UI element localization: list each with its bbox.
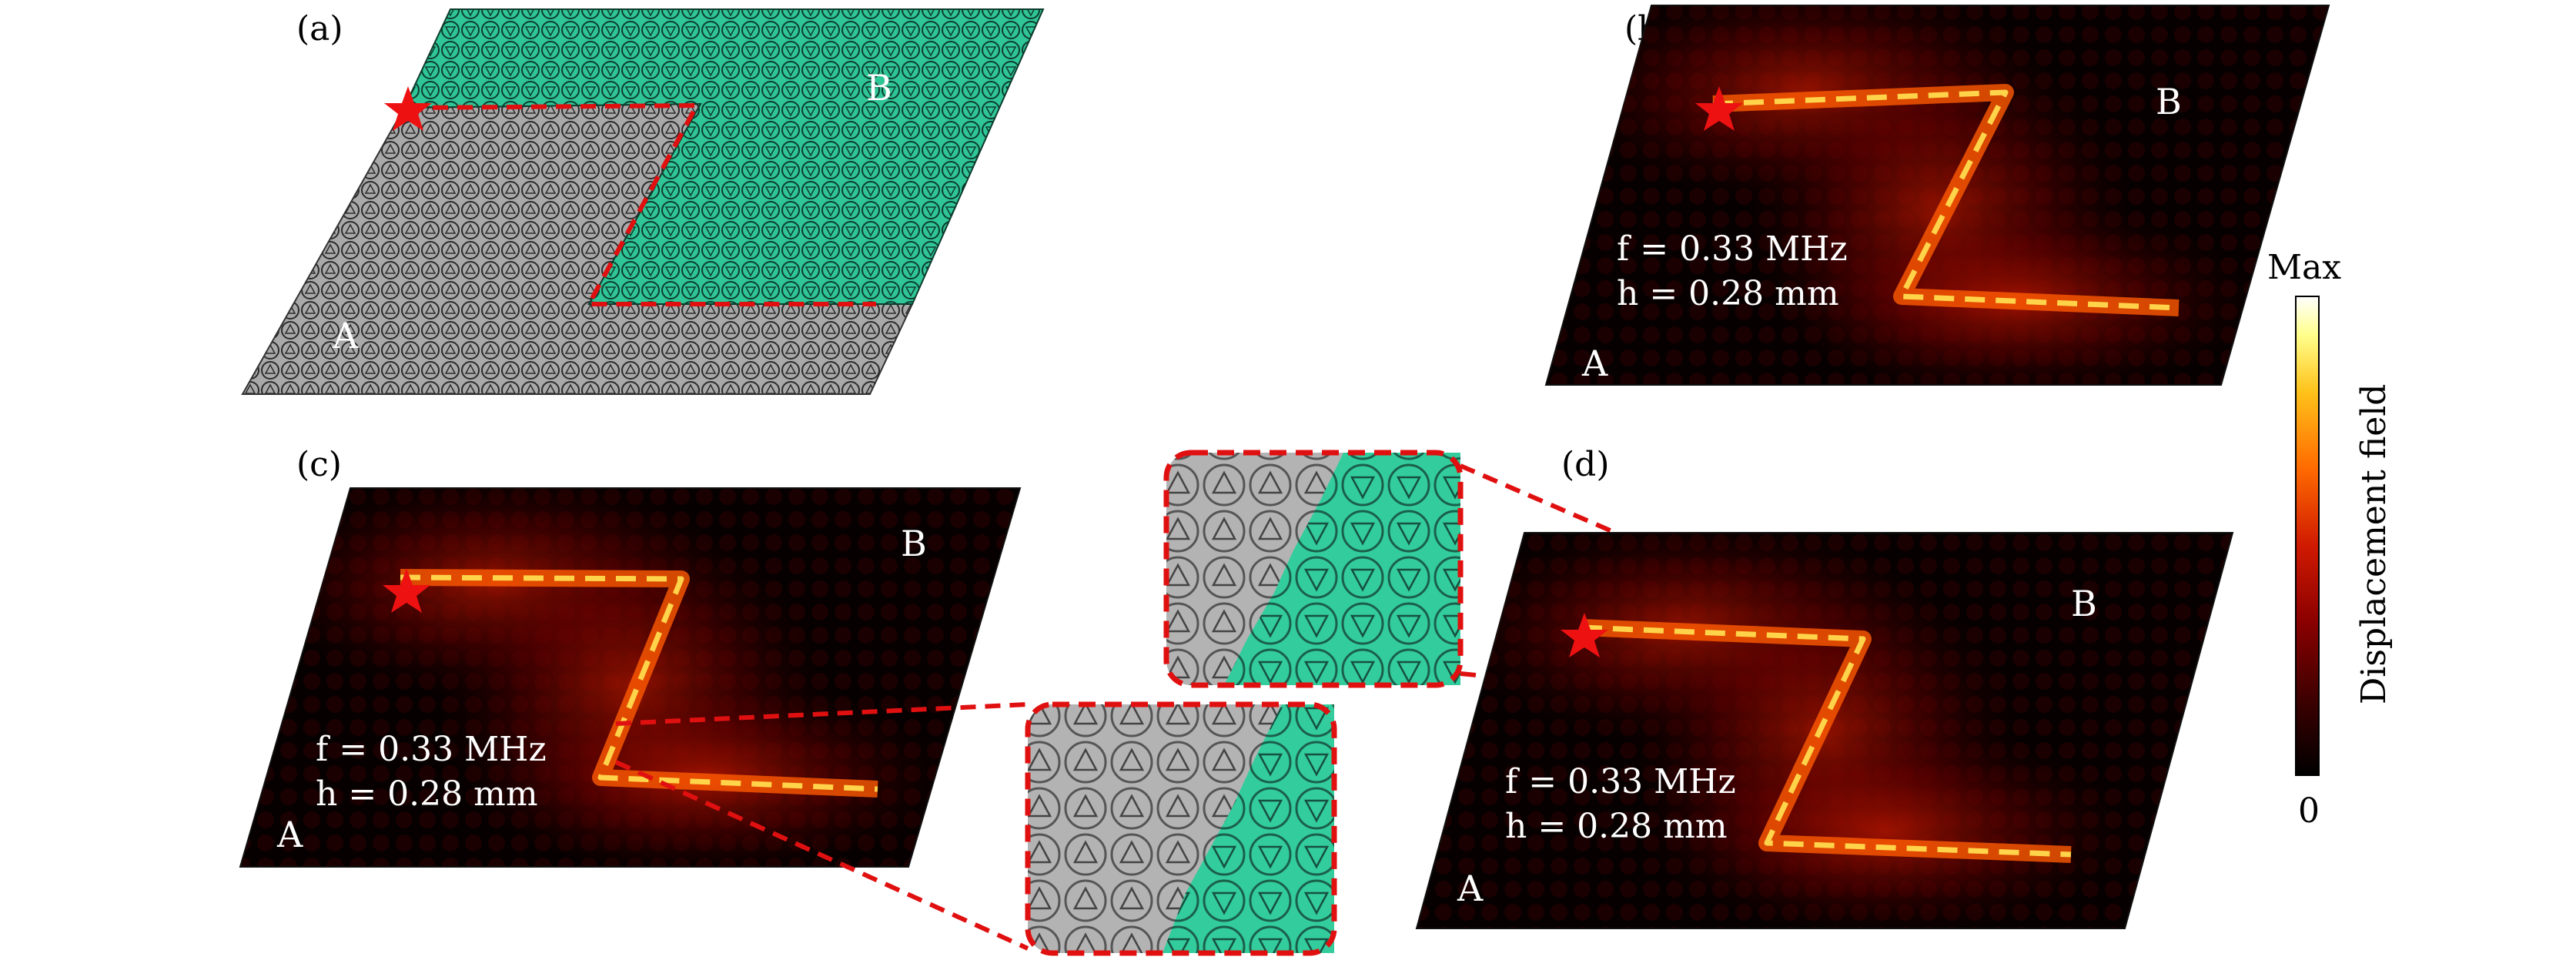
wave-core-b (1712, 89, 2180, 311)
zoom-inset-d (1163, 450, 1464, 688)
panel-b: (b) f = 0.33 MHz h = 0.28 mm A B (1544, 5, 2330, 386)
star-icon (383, 568, 430, 613)
interface-path (407, 102, 876, 306)
star-icon (384, 86, 432, 131)
frequency-annotation: f = 0.33 MHz (316, 730, 547, 769)
colorbar: Max 0 Displacement field (2267, 248, 2394, 831)
colorbar-title: Displacement field (2354, 384, 2394, 704)
panel-a: (a) A B (241, 8, 1045, 395)
panel-d-label: (d) (1561, 445, 1610, 484)
thickness-annotation: h = 0.28 mm (316, 774, 538, 814)
region-b-label: B (2156, 81, 2182, 122)
thickness-annotation: h = 0.28 mm (1505, 807, 1728, 846)
region-b-label: B (866, 67, 892, 109)
panel-c: (c) f = 0.33 MHz h = 0.28 mm A B (239, 445, 1022, 868)
panel-a-label: (a) (296, 9, 343, 48)
region-b-label: B (901, 523, 927, 564)
colorbar-gradient (2295, 296, 2320, 776)
region-a-label: A (332, 315, 359, 356)
frequency-annotation: f = 0.33 MHz (1505, 762, 1736, 801)
frequency-annotation: f = 0.33 MHz (1617, 229, 1848, 269)
colorbar-max-label: Max (2267, 248, 2341, 287)
star-icon (1695, 86, 1743, 131)
panel-d: (d) f = 0.33 MHz h = 0.28 mm A B (1415, 445, 2234, 929)
thickness-annotation: h = 0.28 mm (1617, 274, 1839, 313)
star-icon (1561, 613, 1608, 657)
wave-core-d (1581, 624, 2072, 858)
colorbar-min-label: 0 (2298, 791, 2320, 831)
region-b-lattice (403, 8, 1045, 305)
region-a-label: A (276, 814, 303, 855)
zoom-connectors-c (614, 702, 1029, 951)
region-a-label: A (1457, 868, 1484, 909)
wave-core-c (400, 574, 878, 792)
panel-c-label: (c) (296, 445, 342, 484)
region-a-label: A (1581, 343, 1608, 384)
zoom-inset-c (1025, 701, 1337, 956)
region-b-label: B (2071, 583, 2097, 624)
